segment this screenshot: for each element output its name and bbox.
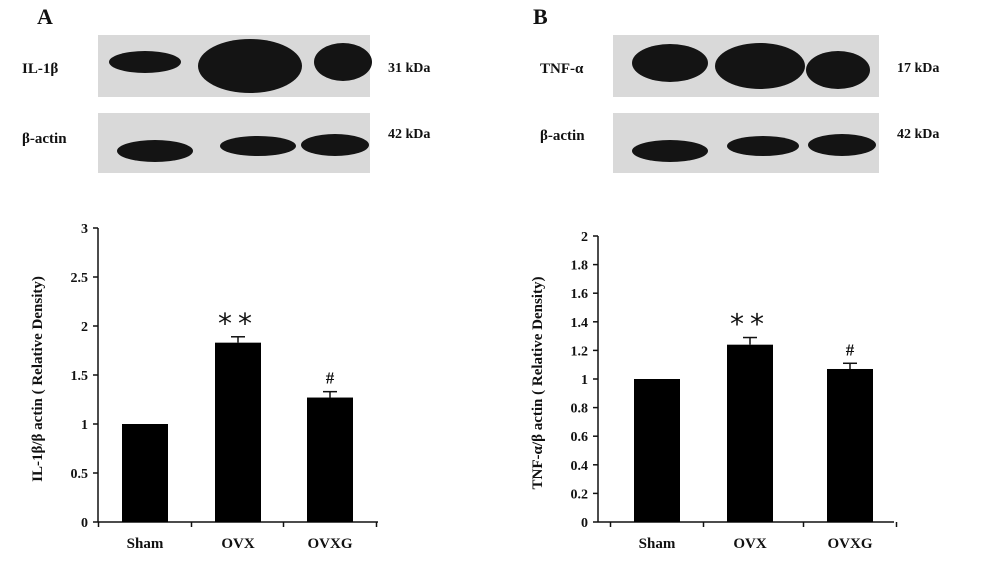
y-tick-label: 1.6 <box>571 287 589 302</box>
y-tick-label: 0.5 <box>71 467 89 482</box>
bar-ovx <box>727 344 773 522</box>
y-tick-label: 0 <box>581 516 588 531</box>
significance-ovxg: # <box>326 369 335 388</box>
y-tick-label: 0.8 <box>571 402 589 417</box>
significance-ovx: ** <box>730 308 770 341</box>
panel-a-label: A <box>37 4 53 29</box>
blot-a-actin-label: β-actin <box>22 131 67 147</box>
panel-a: A IL-1β 31 kDa β-actin 42 kDa <box>22 4 430 173</box>
x-label-sham: Sham <box>639 536 676 552</box>
bar-chart-tnfa: 0 0.2 0.4 0.6 0.8 1 1.2 1.4 1.6 1.8 2 Sham ** OVX # OVX… <box>530 230 898 552</box>
bar-ovx <box>215 342 261 522</box>
blot-b-actin <box>613 113 879 173</box>
y-tick-label: 2.5 <box>71 271 89 286</box>
blot-a-target-band-sham <box>109 51 181 73</box>
x-label-ovxg: OVXG <box>308 536 353 552</box>
blot-b-actin-band-ovx <box>727 136 799 156</box>
blot-b-target-kda: 17 kDa <box>897 61 939 76</box>
y-tick-label: 0.2 <box>571 487 589 502</box>
x-label-ovx: OVX <box>221 536 255 552</box>
y-tick-label: 1 <box>581 373 588 388</box>
blot-a-target-band-ovx <box>198 39 302 93</box>
bar-sham <box>634 379 680 522</box>
y-tick-label: 1.4 <box>571 316 589 331</box>
bar-ovxg <box>827 368 873 522</box>
y-tick-label: 1 <box>81 418 88 433</box>
blot-b-target-band-sham <box>632 44 708 82</box>
y-tick-label: 3 <box>81 222 88 237</box>
blot-a-target-kda: 31 kDa <box>388 61 430 76</box>
panel-b: B TNF-α 17 kDa β-actin 42 kDa <box>533 4 939 173</box>
y-tick-label: 1.5 <box>71 369 89 384</box>
panel-b-label: B <box>533 4 548 29</box>
significance-ovx: ** <box>218 307 258 340</box>
y-axis-title: IL-1β/β actin ( Relative Density) <box>30 276 46 482</box>
blot-a-actin <box>98 113 370 173</box>
x-label-ovx: OVX <box>733 536 767 552</box>
blot-b-actin-kda: 42 kDa <box>897 127 939 142</box>
x-label-sham: Sham <box>127 536 164 552</box>
blot-a-target-label: IL-1β <box>22 61 58 77</box>
significance-ovxg: # <box>846 340 855 359</box>
y-tick-label: 0.6 <box>571 430 589 445</box>
blot-b-target-band-ovx <box>715 43 805 89</box>
blot-b-target-label: TNF-α <box>540 61 584 77</box>
y-axis-title: TNF-α/β actin ( Relative Density) <box>530 277 546 490</box>
x-label-ovxg: OVXG <box>828 536 873 552</box>
blot-a-actin-band-sham <box>117 140 193 162</box>
blot-b-actin-band-ovxg <box>808 134 876 156</box>
blot-b-target <box>613 35 879 97</box>
y-tick-label: 2 <box>81 320 88 335</box>
bar-sham <box>122 424 168 522</box>
blot-a-actin-kda: 42 kDa <box>388 127 430 142</box>
y-tick-label: 2 <box>581 230 588 245</box>
y-tick-label: 1.8 <box>571 259 589 274</box>
y-tick-label: 1.2 <box>571 344 589 359</box>
y-tick-label: 0 <box>81 516 88 531</box>
blot-b-target-band-ovxg <box>806 51 870 89</box>
bar-ovxg <box>307 397 353 522</box>
bar-chart-il1b: 0 0.5 1 1.5 2 2.5 3 Sham ** OVX # OVXG IL-1β/β actin… <box>30 222 378 552</box>
y-tick-label: 0.4 <box>571 459 589 474</box>
blot-b-actin-label: β-actin <box>540 128 585 144</box>
blot-a-target-band-ovxg <box>314 43 372 81</box>
blot-a-actin-band-ovx <box>220 136 296 156</box>
blot-a-actin-band-ovxg <box>301 134 369 156</box>
blot-a-target <box>98 35 372 97</box>
blot-b-actin-band-sham <box>632 140 708 162</box>
